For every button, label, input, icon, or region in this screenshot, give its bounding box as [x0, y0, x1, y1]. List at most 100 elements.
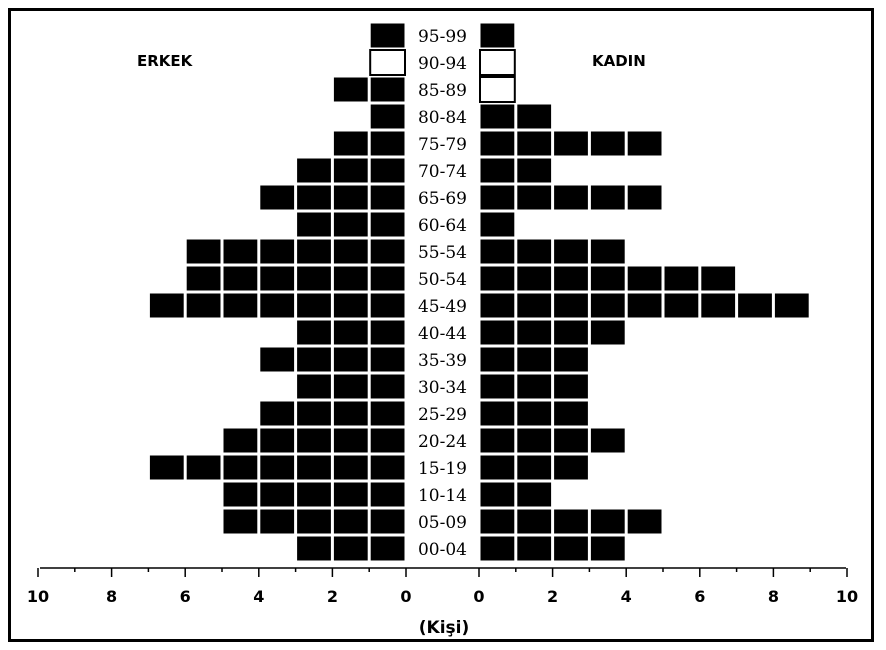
chart-frame [8, 8, 874, 642]
bar-male-20-24-cell-3 [295, 427, 333, 454]
bar-male-50-54-cell-1 [369, 265, 407, 292]
bar-male-45-49-cell-7 [148, 292, 186, 319]
age-group-label-95-99: 95-99 [418, 27, 467, 47]
bar-female-25-29-cell-1 [479, 400, 516, 427]
bar-male-55-54-cell-3 [295, 238, 333, 265]
bar-male-15-19-cell-5 [222, 454, 259, 481]
age-group-label-60-64: 60-64 [418, 216, 467, 236]
x-tick-label-right-2: 2 [547, 587, 558, 606]
age-group-label-75-79: 75-79 [418, 135, 467, 155]
bar-male-15-19-cell-2 [332, 454, 370, 481]
bar-male-05-09-cell-1 [369, 508, 407, 535]
bar-female-00-04-cell-2 [515, 535, 553, 562]
age-group-label-50-54: 50-54 [418, 270, 467, 290]
bar-male-20-24-cell-2 [332, 427, 370, 454]
bar-female-05-09-cell-3 [552, 508, 590, 535]
bar-male-20-24-cell-1 [369, 427, 407, 454]
age-group-label-90-94: 90-94 [418, 54, 467, 74]
bar-female-20-24-cell-4 [589, 427, 627, 454]
bar-male-75-79-cell-1 [369, 130, 407, 157]
bar-male-35-39-cell-3 [295, 346, 333, 373]
bar-male-70-74-cell-2 [332, 157, 370, 184]
bar-female-65-69-cell-3 [552, 184, 590, 211]
bar-female-25-29-cell-2 [515, 400, 553, 427]
age-group-label-05-09: 05-09 [418, 513, 467, 533]
bar-male-50-54-cell-3 [295, 265, 333, 292]
bar-male-05-09-cell-4 [258, 508, 296, 535]
bar-female-55-54-cell-2 [515, 238, 553, 265]
bar-male-80-84-cell-1 [369, 103, 407, 130]
age-group-label-45-49: 45-49 [418, 297, 467, 317]
bar-male-75-79-cell-2 [332, 130, 370, 157]
bar-female-35-39-cell-2 [515, 346, 553, 373]
bar-male-70-74-cell-1 [369, 157, 407, 184]
bar-male-65-69-cell-1 [369, 184, 407, 211]
bar-female-70-74-cell-1 [479, 157, 516, 184]
bar-female-75-79-cell-5 [626, 130, 664, 157]
bar-male-45-49-cell-2 [332, 292, 370, 319]
bar-female-15-19-cell-1 [479, 454, 516, 481]
bar-male-50-54-cell-5 [222, 265, 259, 292]
age-group-label-15-19: 15-19 [418, 459, 467, 479]
bar-male-25-29-cell-1 [369, 400, 407, 427]
bar-male-60-64-cell-2 [332, 211, 370, 238]
bar-male-55-54-cell-4 [258, 238, 296, 265]
bar-female-75-79-cell-1 [479, 130, 516, 157]
age-group-label-20-24: 20-24 [418, 432, 467, 452]
bar-female-20-24-cell-2 [515, 427, 553, 454]
bar-female-50-54-cell-4 [589, 265, 627, 292]
bar-female-85-89-cell-1 [479, 76, 516, 103]
bar-male-60-64-cell-3 [295, 211, 333, 238]
bar-female-05-09-cell-1 [479, 508, 516, 535]
bar-female-50-54-cell-1 [479, 265, 516, 292]
age-group-label-65-69: 65-69 [418, 189, 467, 209]
bar-male-55-54-cell-1 [369, 238, 407, 265]
bar-female-95-99-cell-1 [479, 22, 516, 49]
bars-group [148, 22, 811, 562]
bar-female-40-44-cell-2 [515, 319, 553, 346]
bar-female-25-29-cell-3 [552, 400, 590, 427]
x-tick-label-left-4: 4 [253, 587, 264, 606]
bar-female-80-84-cell-1 [479, 103, 516, 130]
bar-female-65-69-cell-1 [479, 184, 516, 211]
bar-female-45-49-cell-4 [589, 292, 627, 319]
bar-male-15-19-cell-6 [185, 454, 222, 481]
x-tick-label-right-6: 6 [694, 587, 705, 606]
bar-female-50-54-cell-2 [515, 265, 553, 292]
bar-female-40-44-cell-4 [589, 319, 627, 346]
x-tick-label-right-0: 0 [473, 587, 484, 606]
bar-female-00-04-cell-1 [479, 535, 516, 562]
bar-male-40-44-cell-2 [332, 319, 370, 346]
bar-male-05-09-cell-3 [295, 508, 333, 535]
bar-female-40-44-cell-1 [479, 319, 516, 346]
bar-female-15-19-cell-2 [515, 454, 553, 481]
bar-male-15-19-cell-3 [295, 454, 333, 481]
bar-female-10-14-cell-1 [479, 481, 516, 508]
bar-female-20-24-cell-3 [552, 427, 590, 454]
bar-male-00-04-cell-3 [295, 535, 333, 562]
x-tick-label-right-4: 4 [621, 587, 632, 606]
bar-male-40-44-cell-1 [369, 319, 407, 346]
x-tick-label-right-8: 8 [768, 587, 779, 606]
x-tick-label-left-8: 8 [106, 587, 117, 606]
bar-male-30-34-cell-3 [295, 373, 333, 400]
bar-male-35-39-cell-1 [369, 346, 407, 373]
bar-female-30-34-cell-3 [552, 373, 590, 400]
bar-female-50-54-cell-7 [699, 265, 737, 292]
age-group-label-10-14: 10-14 [418, 486, 467, 506]
bar-female-75-79-cell-3 [552, 130, 590, 157]
age-group-label-40-44: 40-44 [418, 324, 467, 344]
bar-female-65-69-cell-2 [515, 184, 553, 211]
bar-female-90-94-cell-1 [479, 49, 516, 76]
bar-male-90-94-cell-1 [369, 49, 407, 76]
bar-male-30-34-cell-2 [332, 373, 370, 400]
bar-female-35-39-cell-1 [479, 346, 516, 373]
bar-female-35-39-cell-3 [552, 346, 590, 373]
age-group-label-80-84: 80-84 [418, 108, 467, 128]
bar-male-10-14-cell-4 [258, 481, 296, 508]
bar-male-50-54-cell-2 [332, 265, 370, 292]
age-group-label-30-34: 30-34 [418, 378, 467, 398]
bar-female-45-49-cell-3 [552, 292, 590, 319]
bar-female-30-34-cell-2 [515, 373, 553, 400]
bar-female-05-09-cell-5 [626, 508, 664, 535]
